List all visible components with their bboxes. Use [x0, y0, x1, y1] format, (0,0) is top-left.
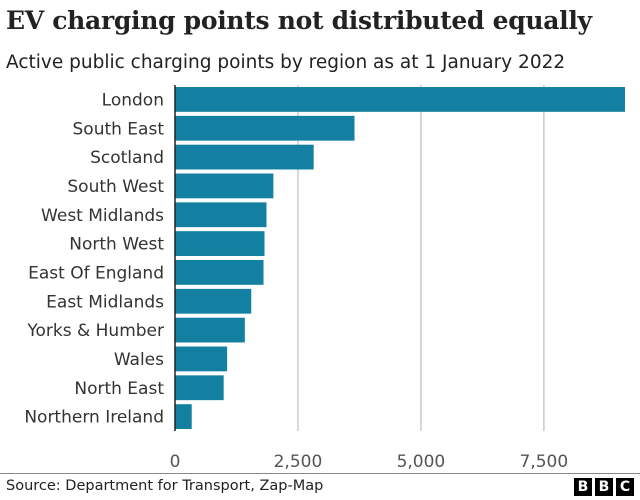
- category-label: Wales: [114, 350, 164, 370]
- bar: [175, 288, 252, 314]
- category-label: North East: [74, 379, 164, 399]
- logo-letter: B: [574, 478, 592, 496]
- bar: [175, 260, 264, 285]
- bar: [175, 115, 355, 141]
- category-label: South West: [67, 177, 164, 197]
- chart-subtitle: Active public charging points by region …: [6, 52, 566, 73]
- bbc-logo: B B C: [574, 478, 634, 496]
- bar: [175, 375, 224, 401]
- category-label: East Of England: [28, 263, 164, 283]
- chart-title: EV charging points not distributed equal…: [6, 6, 592, 35]
- category-label: South East: [73, 119, 165, 139]
- x-tick-label: 5,000: [397, 452, 446, 472]
- category-label: Scotland: [90, 148, 164, 168]
- x-tick-label: 7,500: [520, 452, 569, 472]
- source-note: Source: Department for Transport, Zap-Ma…: [6, 478, 324, 494]
- category-label: Northern Ireland: [24, 408, 164, 428]
- bar: [175, 202, 267, 228]
- category-label: West Midlands: [41, 206, 164, 226]
- category-label: Yorks & Humber: [26, 321, 164, 341]
- bar: [175, 173, 274, 199]
- bar: [175, 144, 314, 170]
- bar: [175, 346, 228, 372]
- category-label: North West: [69, 235, 164, 255]
- bar: [175, 317, 245, 343]
- x-tick-label: 0: [170, 452, 181, 472]
- bar: [175, 404, 192, 429]
- bar: [175, 87, 625, 112]
- logo-letter: B: [595, 478, 613, 496]
- x-tick-label: 2,500: [274, 452, 323, 472]
- category-label: East Midlands: [46, 292, 164, 312]
- footer-divider: [0, 473, 640, 474]
- bar: [175, 231, 265, 256]
- logo-letter: C: [616, 478, 634, 496]
- category-label: London: [102, 90, 164, 110]
